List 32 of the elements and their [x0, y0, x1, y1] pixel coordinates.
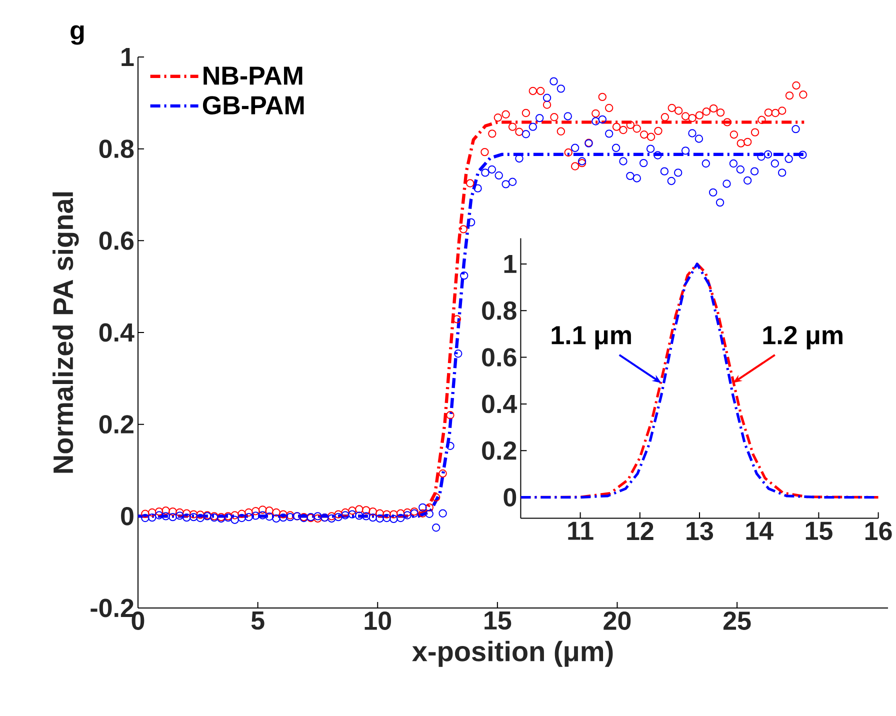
y-tick-label: 0.4: [482, 394, 518, 414]
x-tick-label: 25: [723, 612, 751, 630]
y-tick-label: 0.2: [99, 415, 134, 434]
y-tick-label: 0.6: [99, 231, 134, 250]
x-tick-label: 10: [364, 612, 392, 630]
x-tick-label: 15: [484, 612, 512, 630]
x-tick-label: 13: [686, 522, 714, 540]
y-tick-label: 0.8: [482, 301, 516, 320]
y-tick-label: 0.2: [482, 441, 516, 460]
line-series: [520, 262, 878, 499]
x-tick-label: 16: [865, 522, 892, 540]
y-tick-label: 0: [121, 506, 134, 526]
y-tick-label: 0.8: [99, 140, 134, 158]
y-tick-label: -0.2: [90, 598, 134, 618]
x-tick-label: 14: [746, 522, 774, 540]
x-tick-label: 11: [568, 522, 594, 540]
legend-label: GB-PAM: [202, 96, 304, 114]
y-tick-label: 0.6: [482, 348, 516, 366]
chart-title: g: [70, 25, 84, 45]
annotation: 1.2 μm: [763, 326, 842, 350]
x-tick-label: 15: [806, 522, 832, 540]
x-tick-label: 12: [627, 522, 654, 540]
y-tick-label: 1: [504, 255, 516, 273]
legend-label: NB-PAM: [204, 66, 302, 85]
y-tick-label: 0: [504, 488, 516, 506]
annotation: 1.1 μm: [552, 326, 631, 350]
y-axis-title: Normalized PA signal: [52, 192, 79, 473]
x-tick-label: 5: [251, 612, 264, 630]
x-tick-label: 20: [604, 612, 631, 630]
y-tick-label: 1: [122, 48, 134, 66]
x-axis-title: x-position (μm): [412, 640, 613, 667]
y-tick-label: 0.4: [99, 323, 134, 342]
